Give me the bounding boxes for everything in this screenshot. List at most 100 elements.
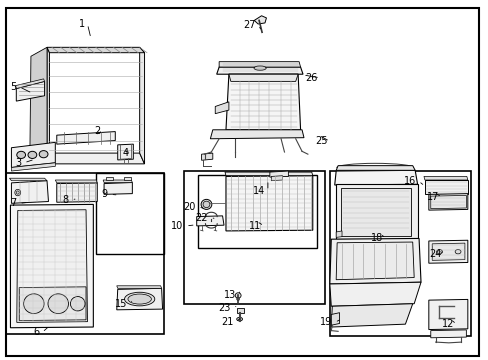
Polygon shape bbox=[215, 102, 228, 114]
Ellipse shape bbox=[235, 293, 241, 298]
Polygon shape bbox=[216, 67, 303, 74]
Text: 10: 10 bbox=[171, 221, 183, 231]
Polygon shape bbox=[335, 184, 417, 239]
Polygon shape bbox=[254, 16, 266, 24]
Polygon shape bbox=[10, 204, 93, 328]
Text: 5: 5 bbox=[11, 82, 17, 92]
Ellipse shape bbox=[128, 294, 151, 304]
Polygon shape bbox=[330, 304, 412, 327]
Polygon shape bbox=[17, 210, 87, 322]
Polygon shape bbox=[228, 74, 298, 81]
Text: 4: 4 bbox=[122, 148, 129, 158]
Ellipse shape bbox=[28, 151, 37, 158]
Polygon shape bbox=[423, 176, 467, 180]
Polygon shape bbox=[335, 242, 413, 280]
Polygon shape bbox=[335, 166, 414, 170]
Ellipse shape bbox=[124, 292, 155, 306]
Polygon shape bbox=[57, 183, 97, 202]
Text: 20: 20 bbox=[183, 202, 195, 212]
Text: 22: 22 bbox=[195, 213, 207, 222]
Polygon shape bbox=[103, 180, 132, 183]
Text: 15: 15 bbox=[115, 299, 127, 309]
Polygon shape bbox=[11, 142, 55, 167]
Text: 17: 17 bbox=[427, 192, 439, 202]
Polygon shape bbox=[9, 178, 47, 181]
Polygon shape bbox=[16, 81, 44, 101]
Ellipse shape bbox=[39, 150, 48, 158]
Polygon shape bbox=[225, 176, 312, 231]
Ellipse shape bbox=[201, 199, 211, 210]
Polygon shape bbox=[47, 47, 144, 53]
Text: 7: 7 bbox=[11, 198, 17, 208]
Polygon shape bbox=[123, 177, 131, 180]
Text: 21: 21 bbox=[221, 318, 233, 327]
Polygon shape bbox=[11, 163, 55, 171]
Polygon shape bbox=[11, 181, 48, 203]
Polygon shape bbox=[47, 47, 49, 164]
Polygon shape bbox=[431, 243, 464, 260]
Text: 24: 24 bbox=[429, 248, 441, 258]
Text: 16: 16 bbox=[403, 176, 415, 186]
Text: 2: 2 bbox=[94, 126, 101, 135]
Polygon shape bbox=[224, 172, 312, 176]
Text: 9: 9 bbox=[102, 189, 108, 199]
Text: 11: 11 bbox=[249, 221, 261, 231]
Bar bbox=[183, 171, 325, 304]
Text: 12: 12 bbox=[441, 319, 453, 329]
Ellipse shape bbox=[16, 191, 19, 194]
Text: 18: 18 bbox=[370, 233, 383, 243]
Bar bbox=[198, 175, 316, 248]
Polygon shape bbox=[140, 47, 144, 164]
Polygon shape bbox=[430, 195, 466, 209]
Polygon shape bbox=[118, 144, 133, 160]
Polygon shape bbox=[340, 188, 410, 235]
Ellipse shape bbox=[203, 201, 209, 208]
Text: 13: 13 bbox=[224, 291, 236, 301]
Ellipse shape bbox=[236, 318, 242, 321]
Polygon shape bbox=[55, 180, 97, 183]
Ellipse shape bbox=[15, 189, 20, 196]
Ellipse shape bbox=[454, 249, 460, 254]
Polygon shape bbox=[225, 74, 300, 130]
Text: 14: 14 bbox=[253, 186, 265, 196]
Polygon shape bbox=[334, 170, 417, 185]
Polygon shape bbox=[210, 130, 304, 139]
Polygon shape bbox=[104, 183, 132, 194]
Bar bbox=[96, 173, 163, 253]
Ellipse shape bbox=[48, 294, 68, 314]
Polygon shape bbox=[19, 287, 86, 320]
Text: 3: 3 bbox=[16, 158, 21, 168]
Ellipse shape bbox=[236, 298, 239, 301]
Polygon shape bbox=[219, 62, 300, 67]
Bar bbox=[236, 309, 244, 313]
Ellipse shape bbox=[253, 66, 265, 70]
Polygon shape bbox=[105, 177, 113, 180]
Text: 6: 6 bbox=[34, 327, 40, 337]
Polygon shape bbox=[57, 132, 115, 144]
Text: 8: 8 bbox=[62, 195, 69, 205]
Polygon shape bbox=[428, 300, 467, 329]
Text: 19: 19 bbox=[319, 318, 331, 327]
Polygon shape bbox=[430, 330, 466, 338]
Polygon shape bbox=[201, 153, 212, 160]
Text: 23: 23 bbox=[218, 303, 230, 313]
Polygon shape bbox=[47, 153, 144, 164]
Polygon shape bbox=[15, 79, 44, 89]
Polygon shape bbox=[271, 176, 282, 181]
Text: 27: 27 bbox=[243, 20, 255, 30]
Polygon shape bbox=[117, 288, 162, 310]
Bar bbox=[5, 173, 163, 334]
Polygon shape bbox=[428, 194, 467, 210]
Ellipse shape bbox=[17, 151, 25, 158]
Ellipse shape bbox=[70, 297, 85, 311]
Polygon shape bbox=[330, 313, 339, 325]
Polygon shape bbox=[329, 282, 420, 306]
Polygon shape bbox=[117, 286, 161, 288]
Text: 26: 26 bbox=[305, 73, 317, 83]
Bar bbox=[329, 171, 470, 336]
Polygon shape bbox=[428, 240, 467, 263]
Polygon shape bbox=[335, 231, 341, 237]
Polygon shape bbox=[329, 238, 420, 284]
Polygon shape bbox=[269, 171, 288, 177]
Text: 25: 25 bbox=[314, 136, 327, 146]
